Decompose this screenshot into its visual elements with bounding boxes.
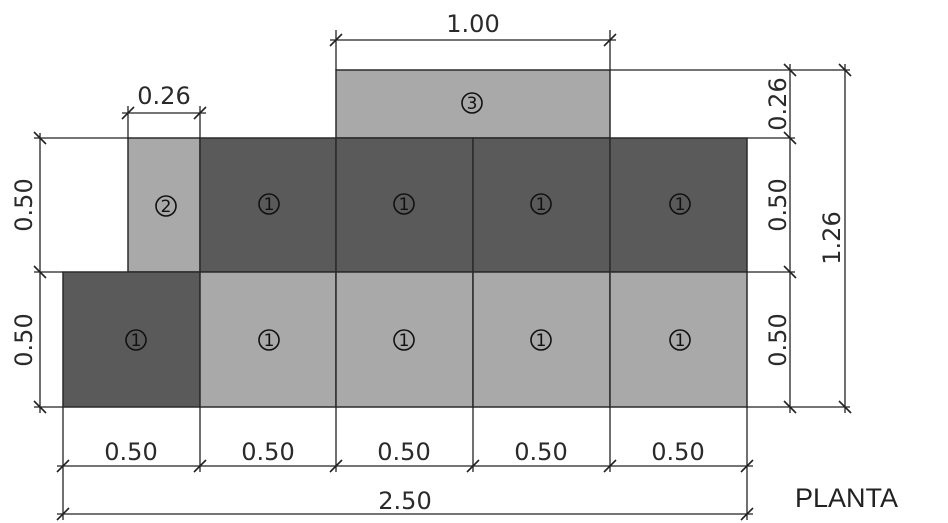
block-1-upper-d [609, 137, 748, 273]
block-1-lower-c [335, 271, 474, 408]
dim-right-lower-label: 0.50 [764, 313, 792, 366]
dim-total-height: 1.26 [795, 63, 852, 414]
block-1-lower-b [199, 271, 337, 408]
dim-right-top-label: 0.26 [764, 77, 792, 130]
marker-lower-a: 1 [125, 329, 147, 351]
marker-1-label: 1 [399, 331, 410, 351]
dim-bottom-width-5: 0.50 [651, 438, 704, 466]
dim-bottom: 0.50 0.50 0.50 0.50 0.50 [56, 407, 754, 520]
dim-total-width-label: 2.50 [378, 487, 431, 515]
dim-bottom-width-3: 0.50 [377, 438, 430, 466]
dim-left: 0.50 0.50 [10, 131, 128, 414]
marker-1-label: 1 [536, 195, 547, 215]
dim-top-width: 1.00 [329, 10, 617, 70]
dim-top-width-label: 1.00 [446, 10, 499, 38]
marker-lower-e: 1 [669, 329, 691, 351]
block-1-upper-a [199, 137, 337, 273]
marker-upper-a: 1 [258, 193, 280, 215]
marker-2-label: 2 [161, 197, 172, 217]
marker-1-label: 1 [675, 331, 686, 351]
marker-1-label: 1 [399, 195, 410, 215]
marker-1-label: 1 [675, 195, 686, 215]
marker-lower-c: 1 [393, 329, 415, 351]
view-label: PLANTA [795, 483, 898, 513]
marker-upper-d: 1 [669, 193, 691, 215]
block-1-upper-b [335, 137, 474, 273]
block-1-lower-d [472, 271, 611, 408]
marker-lower-d: 1 [530, 329, 552, 351]
marker-upper-c: 1 [530, 193, 552, 215]
dim-left-upper-label: 0.50 [10, 178, 38, 231]
block-1-lower-a [62, 271, 201, 408]
dim-left-lower-label: 0.50 [10, 313, 38, 366]
dim-total-width: 2.50 [56, 487, 754, 521]
marker-block-3: 3 [461, 92, 483, 114]
blocks-group [62, 69, 748, 408]
dim-right: 0.26 0.50 0.50 [610, 63, 850, 414]
block-markers: 3 2 1 1 1 1 1 1 [125, 92, 691, 351]
dim-small-width-label: 0.26 [137, 82, 190, 110]
marker-1-label: 1 [536, 331, 547, 351]
dim-total-height-label: 1.26 [818, 211, 846, 264]
block-2-small [127, 137, 201, 273]
marker-upper-b: 1 [393, 193, 415, 215]
dim-bottom-width-1: 0.50 [104, 438, 157, 466]
dim-right-upper-label: 0.50 [764, 178, 792, 231]
block-1-lower-e [609, 271, 748, 408]
dim-bottom-width-4: 0.50 [514, 438, 567, 466]
marker-1-label: 1 [131, 331, 142, 351]
block-3-top [335, 69, 611, 139]
marker-1-label: 1 [264, 195, 275, 215]
block-1-upper-c [472, 137, 611, 273]
marker-1-label: 1 [264, 331, 275, 351]
marker-lower-b: 1 [258, 329, 280, 351]
dim-small-width: 0.26 [121, 82, 207, 138]
dim-bottom-width-2: 0.50 [241, 438, 294, 466]
marker-3-label: 3 [467, 94, 478, 114]
marker-block-2: 2 [155, 195, 177, 217]
